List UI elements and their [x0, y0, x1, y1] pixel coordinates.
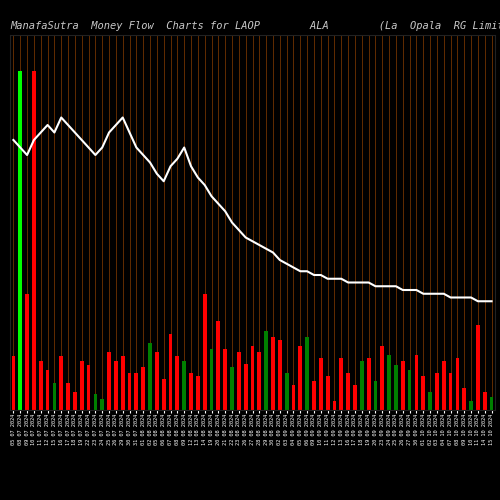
Bar — [408, 370, 412, 410]
Bar — [100, 400, 104, 410]
Bar — [435, 372, 439, 410]
Bar — [312, 382, 316, 410]
Bar — [448, 372, 452, 410]
Bar — [134, 372, 138, 410]
Bar — [32, 70, 36, 410]
Bar — [476, 325, 480, 410]
Bar — [250, 346, 254, 410]
Bar — [107, 352, 111, 410]
Bar — [319, 358, 322, 410]
Bar — [196, 376, 200, 410]
Bar — [271, 337, 275, 410]
Bar — [374, 382, 378, 410]
Bar — [366, 358, 370, 410]
Bar — [258, 352, 261, 410]
Bar — [340, 358, 343, 410]
Bar — [278, 340, 281, 410]
Bar — [298, 346, 302, 410]
Bar — [121, 356, 124, 410]
Bar — [155, 352, 158, 410]
Bar — [224, 350, 227, 410]
Bar — [422, 376, 425, 410]
Text: ManafaSutra  Money Flow  Charts for LAOP        ALA        (La  Opala  RG Limit: ManafaSutra Money Flow Charts for LAOP A… — [10, 22, 500, 32]
Bar — [326, 376, 330, 410]
Bar — [346, 372, 350, 410]
Bar — [168, 334, 172, 410]
Bar — [264, 332, 268, 410]
Bar — [456, 358, 460, 410]
Bar — [80, 361, 84, 410]
Bar — [73, 392, 77, 410]
Bar — [414, 354, 418, 410]
Bar — [189, 372, 193, 410]
Bar — [25, 294, 29, 410]
Bar — [394, 366, 398, 410]
Bar — [490, 396, 494, 410]
Bar — [237, 352, 240, 410]
Bar — [306, 337, 309, 410]
Bar — [483, 392, 486, 410]
Bar — [128, 372, 132, 410]
Bar — [285, 372, 288, 410]
Bar — [46, 370, 50, 410]
Bar — [428, 392, 432, 410]
Bar — [182, 361, 186, 410]
Bar — [18, 70, 22, 410]
Bar — [353, 385, 357, 410]
Bar — [244, 364, 248, 410]
Bar — [210, 350, 214, 410]
Bar — [469, 401, 473, 410]
Bar — [162, 379, 166, 410]
Bar — [442, 361, 446, 410]
Bar — [176, 356, 179, 410]
Bar — [230, 367, 234, 410]
Bar — [332, 401, 336, 410]
Bar — [60, 356, 63, 410]
Bar — [86, 366, 90, 410]
Bar — [380, 346, 384, 410]
Bar — [66, 383, 70, 410]
Bar — [114, 361, 118, 410]
Bar — [360, 361, 364, 410]
Bar — [148, 343, 152, 410]
Bar — [216, 320, 220, 410]
Bar — [142, 367, 145, 410]
Bar — [462, 388, 466, 410]
Bar — [12, 356, 16, 410]
Bar — [94, 394, 98, 410]
Bar — [292, 385, 296, 410]
Bar — [52, 383, 56, 410]
Bar — [203, 294, 206, 410]
Bar — [39, 361, 42, 410]
Bar — [401, 361, 404, 410]
Bar — [387, 354, 391, 410]
